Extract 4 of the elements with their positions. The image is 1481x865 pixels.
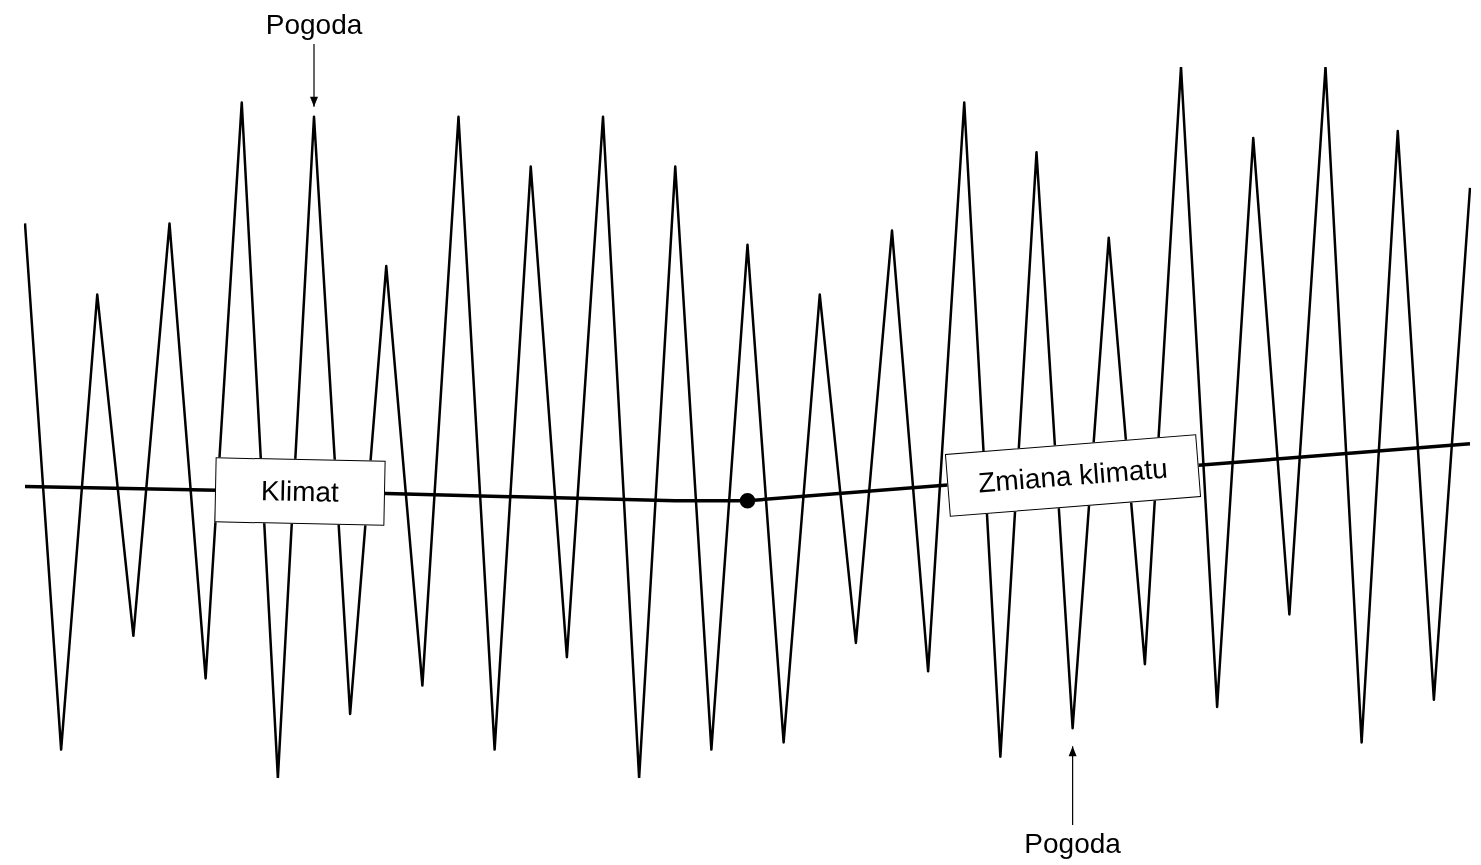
text: Pogoda bbox=[1024, 827, 1121, 859]
label-box: Klimat bbox=[213, 457, 385, 527]
text: Pogoda bbox=[265, 8, 363, 40]
label-box: Zmiana klimatu bbox=[944, 433, 1201, 517]
